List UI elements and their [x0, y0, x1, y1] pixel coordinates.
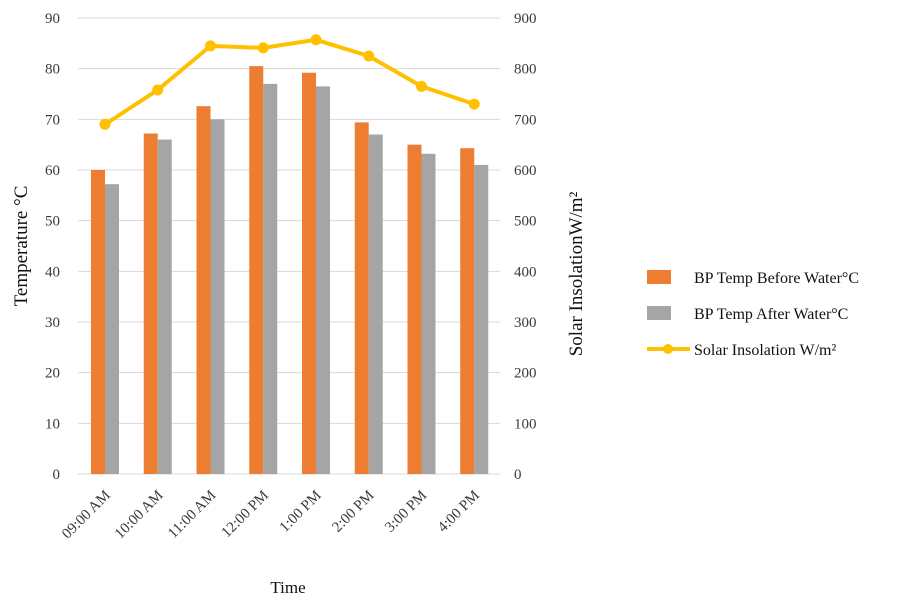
y-tick-label: 70: [45, 112, 60, 128]
x-tick-label: 11:00 AM: [165, 488, 219, 542]
x-tick-label: 4:00 PM: [435, 488, 483, 536]
bar: [474, 164, 489, 474]
y2-tick-label: 900: [514, 11, 537, 27]
y-axis-title: Temperature °C: [11, 186, 32, 307]
series-line: [103, 37, 475, 127]
series-point: [205, 40, 216, 52]
gridlines: [78, 17, 500, 475]
legend-label-before: BP Temp Before Water°C: [694, 270, 859, 287]
y-tick-label: 50: [45, 214, 60, 230]
y-tick-label: 40: [45, 264, 60, 280]
y-tick-label: 30: [45, 315, 60, 331]
x-tick-label: 2:00 PM: [329, 488, 377, 536]
x-tick-label: 3:00 PM: [382, 488, 430, 536]
y-tick-label: 80: [45, 62, 60, 78]
y-tick-label: 0: [53, 467, 61, 483]
y2-tick-label: 400: [514, 264, 537, 280]
y2-tick-label: 200: [514, 366, 537, 382]
y2-tick-label: 300: [514, 315, 537, 331]
y2-tick-label: 700: [514, 112, 537, 128]
y-tick-label: 60: [45, 163, 60, 179]
y2-tick-label: 500: [514, 214, 537, 230]
legend-label-after: BP Temp After Water°C: [694, 306, 848, 323]
y-tick-label: 90: [45, 11, 60, 27]
bar: [105, 184, 119, 475]
legend-item-insolation: Solar Insolation W/m²: [647, 342, 836, 359]
series-point: [363, 50, 375, 62]
y2-tick-label: 100: [514, 416, 537, 432]
x-tick-label: 09:00 AM: [59, 488, 114, 543]
bar: [354, 122, 369, 474]
bar: [249, 66, 264, 474]
series-point: [416, 80, 427, 92]
bar: [210, 119, 225, 474]
y-tick-label: 10: [45, 416, 60, 432]
y-tick-label: 20: [45, 366, 60, 382]
bars: [91, 66, 489, 475]
series-point: [257, 42, 269, 54]
series-point: [310, 34, 322, 46]
y2-tick-label: 800: [514, 62, 537, 78]
series-point: [152, 84, 164, 96]
series-point: [99, 118, 111, 130]
bar: [407, 144, 422, 474]
y2-tick-label: 600: [514, 163, 537, 179]
series-point: [468, 98, 480, 110]
x-tick-label: 10:00 AM: [112, 488, 167, 543]
bar: [263, 83, 278, 474]
legend: BP Temp Before Water°C BP Temp After Wat…: [647, 270, 859, 359]
x-tick-label: 12:00 PM: [219, 488, 272, 541]
legend-swatch-before: [647, 270, 671, 284]
y2-axis-title: Solar InsolationW/m²: [566, 191, 587, 356]
bar: [196, 106, 211, 474]
legend-label-insolation: Solar Insolation W/m²: [694, 342, 836, 359]
bar: [421, 153, 436, 474]
legend-item-before: BP Temp Before Water°C: [647, 270, 859, 287]
legend-marker-insolation: [663, 344, 673, 354]
bar: [368, 134, 383, 475]
x-axis-title: Time: [270, 578, 305, 597]
y2-tick-label: 0: [514, 467, 522, 483]
bar: [157, 139, 172, 474]
legend-item-after: BP Temp After Water°C: [647, 306, 848, 323]
bar: [302, 72, 316, 474]
bar: [143, 133, 158, 474]
legend-swatch-after: [647, 306, 671, 320]
insolation-line: [99, 34, 480, 130]
bar: [91, 170, 105, 474]
x-tick-label: 1:00 PM: [277, 488, 325, 536]
bar: [316, 86, 330, 475]
bar: [460, 148, 475, 475]
